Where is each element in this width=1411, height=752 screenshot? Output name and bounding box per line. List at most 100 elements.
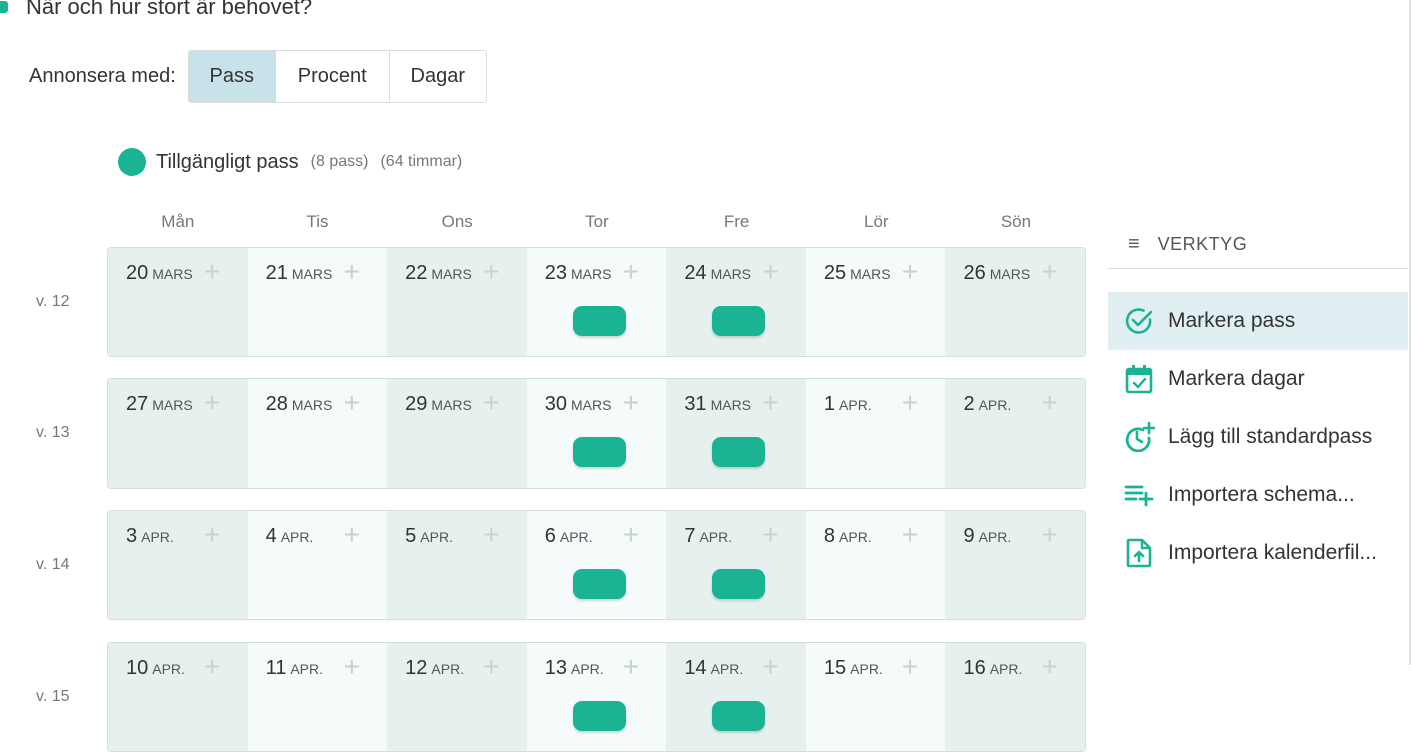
tool-importera-schema[interactable]: Importera schema... <box>1108 466 1408 524</box>
day-cell[interactable]: 10 APR. + <box>108 643 248 751</box>
add-shift-plus-icon[interactable]: + <box>762 651 779 682</box>
date-number: 23 <box>544 262 567 284</box>
day-cell[interactable]: 20 MARS + <box>108 248 248 356</box>
shift-block[interactable] <box>712 437 766 467</box>
shift-block[interactable] <box>572 437 626 467</box>
calendar-check-icon <box>1122 362 1156 396</box>
day-cell[interactable]: 3 APR. + <box>108 511 248 619</box>
date-month: MARS <box>152 397 193 413</box>
add-shift-plus-icon[interactable]: + <box>762 519 779 550</box>
tool-markera-pass[interactable]: Markera pass <box>1108 292 1408 350</box>
day-cell[interactable]: 28 MARS + <box>247 379 388 488</box>
add-shift-plus-icon[interactable]: + <box>622 651 640 682</box>
date-month: MARS <box>152 266 193 282</box>
date-number: 31 <box>684 393 707 415</box>
weekday-wed: Ons <box>441 212 473 231</box>
date-label: 30 MARS <box>545 393 619 416</box>
add-shift-plus-icon[interactable]: + <box>483 387 500 418</box>
date-month: APR. <box>839 397 872 413</box>
add-shift-plus-icon[interactable]: + <box>622 256 640 287</box>
weekday-tue: Tis <box>306 212 329 231</box>
legend-dot <box>118 148 146 176</box>
tool-importera-kalenderfil[interactable]: Importera kalenderfil... <box>1108 524 1408 582</box>
tool-lagg-till-standardpass[interactable]: Lägg till standardpass <box>1108 408 1408 466</box>
day-cell[interactable]: 7 APR. + <box>666 511 806 619</box>
date-month: APR. <box>431 661 465 677</box>
day-cell[interactable]: 2 APR. + <box>945 379 1085 488</box>
day-cell[interactable]: 1 APR. + <box>805 379 946 488</box>
tool-label: Importera schema... <box>1168 483 1355 506</box>
shift-block[interactable] <box>712 701 766 731</box>
date-number: 7 <box>684 525 696 547</box>
add-shift-plus-icon[interactable]: + <box>204 651 221 682</box>
date-month: MARS <box>710 397 752 413</box>
shift-block[interactable] <box>572 569 626 599</box>
day-cell[interactable]: 11 APR. + <box>247 643 388 751</box>
add-shift-plus-icon[interactable]: + <box>1041 519 1058 550</box>
add-shift-plus-icon[interactable]: + <box>343 256 360 287</box>
add-shift-plus-icon[interactable]: + <box>901 387 919 418</box>
day-cell[interactable]: 31 MARS + <box>666 379 806 488</box>
date-month: APR. <box>850 661 883 677</box>
add-shift-plus-icon[interactable]: + <box>762 387 779 418</box>
add-shift-plus-icon[interactable]: + <box>204 519 221 550</box>
add-shift-plus-icon[interactable]: + <box>901 651 919 682</box>
date-label: 1 APR. <box>824 393 898 416</box>
shift-block[interactable] <box>572 701 626 731</box>
day-cell[interactable]: 23 MARS + <box>526 248 667 356</box>
date-month: MARS <box>710 266 752 282</box>
option-dagar-button[interactable]: Dagar <box>410 65 465 87</box>
day-cell[interactable]: 13 APR. + <box>526 643 667 751</box>
date-label: 22 MARS <box>405 262 479 285</box>
day-cell[interactable]: 6 APR. + <box>526 511 667 619</box>
add-shift-plus-icon[interactable]: + <box>1041 651 1058 682</box>
weekday-sat: Lör <box>863 212 889 231</box>
add-shift-plus-icon[interactable]: + <box>483 651 500 682</box>
day-cell[interactable]: 5 APR. + <box>387 511 527 619</box>
day-cell[interactable]: 9 APR. + <box>945 511 1085 619</box>
week-label: v. 15 <box>36 688 70 705</box>
day-cell[interactable]: 30 MARS + <box>526 379 667 488</box>
day-cell[interactable]: 25 MARS + <box>805 248 946 356</box>
add-shift-plus-icon[interactable]: + <box>343 651 360 682</box>
option-procent-button[interactable]: Procent <box>276 51 390 102</box>
shift-block[interactable] <box>712 569 766 599</box>
day-cell[interactable]: 21 MARS + <box>247 248 388 356</box>
date-month: APR. <box>978 397 1012 413</box>
date-number: 1 <box>823 393 836 415</box>
add-shift-plus-icon[interactable]: + <box>204 387 221 418</box>
add-shift-plus-icon[interactable]: + <box>762 256 779 287</box>
day-cell[interactable]: 27 MARS + <box>108 379 248 488</box>
menu-icon[interactable]: ≡ <box>1128 232 1140 255</box>
tool-markera-dagar[interactable]: Markera dagar <box>1108 350 1408 408</box>
day-cell[interactable]: 22 MARS + <box>387 248 527 356</box>
add-shift-plus-icon[interactable]: + <box>343 387 360 418</box>
date-month: MARS <box>570 397 612 413</box>
shift-block[interactable] <box>712 306 766 336</box>
add-shift-plus-icon[interactable]: + <box>901 519 919 550</box>
add-shift-plus-icon[interactable]: + <box>343 519 360 550</box>
add-shift-plus-icon[interactable]: + <box>483 256 500 287</box>
day-cell[interactable]: 24 MARS + <box>666 248 806 356</box>
day-cell[interactable]: 8 APR. + <box>805 511 946 619</box>
add-shift-plus-icon[interactable]: + <box>1041 256 1058 287</box>
day-cell[interactable]: 14 APR. + <box>666 643 806 751</box>
add-shift-plus-icon[interactable]: + <box>901 256 919 287</box>
date-number: 11 <box>265 657 287 679</box>
day-cell[interactable]: 29 MARS + <box>387 379 527 488</box>
day-cell[interactable]: 15 APR. + <box>805 643 946 751</box>
date-number: 30 <box>544 393 567 415</box>
add-shift-plus-icon[interactable]: + <box>622 519 640 550</box>
add-shift-plus-icon[interactable]: + <box>204 256 221 287</box>
add-shift-plus-icon[interactable]: + <box>483 519 500 550</box>
add-shift-plus-icon[interactable]: + <box>622 387 640 418</box>
option-pass-button[interactable]: Pass <box>188 51 276 102</box>
day-cell[interactable]: 16 APR. + <box>945 643 1085 751</box>
day-cell[interactable]: 4 APR. + <box>247 511 388 619</box>
date-month: MARS <box>989 266 1031 282</box>
day-cell[interactable]: 26 MARS + <box>945 248 1085 356</box>
add-shift-plus-icon[interactable]: + <box>1041 387 1058 418</box>
shift-block[interactable] <box>572 306 626 336</box>
day-cell[interactable]: 12 APR. + <box>387 643 527 751</box>
week-label: v. 14 <box>36 556 70 573</box>
